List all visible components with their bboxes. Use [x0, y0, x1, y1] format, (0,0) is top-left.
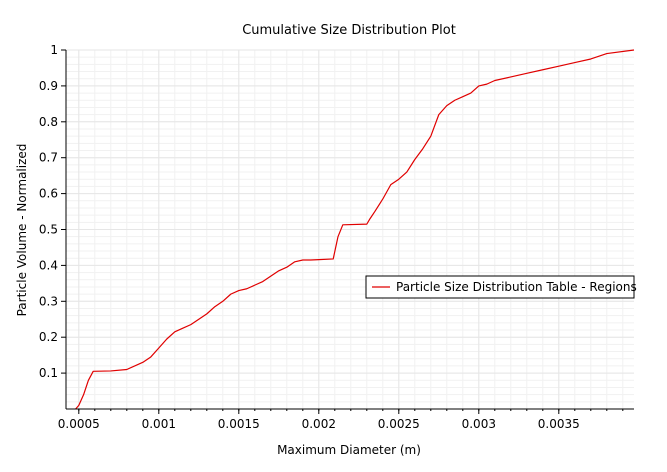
x-tick-label: 0.0035 — [538, 417, 580, 431]
series-line-0 — [75, 49, 635, 410]
y-tick-label: 0.3 — [39, 294, 58, 308]
y-tick-label: 0.7 — [39, 151, 58, 165]
legend-box — [365, 275, 635, 299]
y-tick-label: 0.8 — [39, 115, 58, 129]
y-tick-label: 0.4 — [39, 258, 58, 272]
x-tick-label: 0.002 — [302, 417, 336, 431]
y-tick-label: 0.2 — [39, 330, 58, 344]
x-tick-label: 0.001 — [142, 417, 176, 431]
chart-title: Cumulative Size Distribution Plot — [242, 23, 456, 38]
x-tick-label: 0.0025 — [378, 417, 420, 431]
legend-label: Particle Size Distribution Table - Regio… — [396, 280, 637, 294]
x-tick-label: 0.0005 — [58, 417, 100, 431]
y-tick-label: 1 — [50, 43, 58, 57]
legend: Particle Size Distribution Table - Regio… — [365, 275, 637, 299]
y-tick-label: 0.6 — [39, 187, 58, 201]
ticks: 0.0005 0.001 0.0015 0.002 0.0025 0.003 0.0035 0… — [39, 43, 624, 431]
grid — [66, 49, 634, 409]
y-tick-label: 0.5 — [39, 223, 58, 237]
y-axis-label: Particle Volume - Normalized — [15, 144, 29, 317]
x-tick-label: 0.0015 — [218, 417, 260, 431]
x-tick-label: 0.003 — [462, 417, 496, 431]
y-tick-label: 0.1 — [39, 366, 58, 380]
y-tick-label: 0.9 — [39, 79, 58, 93]
series-layer — [75, 49, 635, 410]
x-axis-label: Maximum Diameter (m) — [277, 443, 421, 457]
